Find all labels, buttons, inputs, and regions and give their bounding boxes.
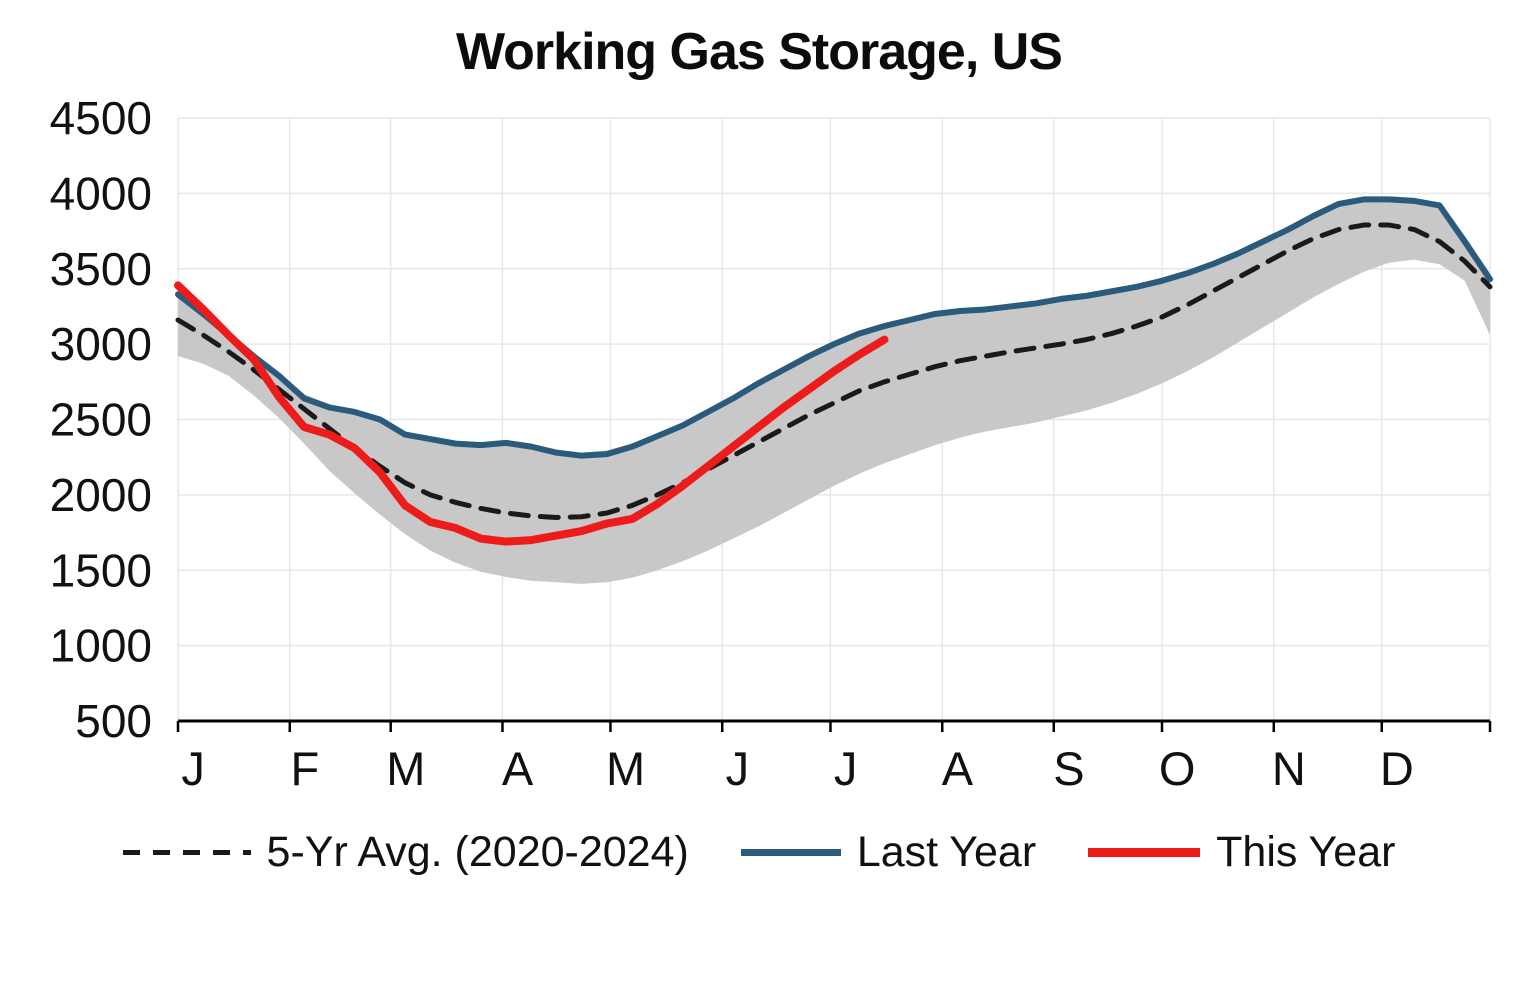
series-line-last-year [175,196,1493,459]
y-tick-label: 4000 [50,167,152,219]
legend-item-5yr-avg: 5-Yr Avg. (2020-2024) [122,828,689,877]
y-tick-label: 3000 [50,318,152,370]
x-tick-label: M [386,742,425,795]
y-tick-label: 4500 [50,92,152,144]
y-tick-label: 1500 [50,544,152,596]
legend-label-5yr-avg: 5-Yr Avg. (2020-2024) [266,828,689,876]
legend-label-last-year: Last Year [856,828,1037,876]
x-tick-label: J [834,742,858,795]
y-tick-label: 2000 [50,469,152,521]
y-tick-label: 500 [75,695,152,747]
legend-item-this-year: This Year [1088,828,1395,877]
chart-svg: 500 1000 1500 2000 2500 3000 3500 4000 4500 J F M A M… [50,92,1493,795]
y-tick-label: 2500 [50,394,152,446]
chart-legend: 5-Yr Avg. (2020-2024) Last Year This Yea… [0,828,1518,877]
x-tick-label: J [181,742,205,795]
x-tick-label: N [1272,742,1306,795]
legend-label-this-year: This Year [1216,828,1396,876]
x-tick-label: A [502,742,534,795]
y-tick-label: 3500 [50,243,152,295]
x-tick-label: F [291,742,320,795]
x-tick-label: O [1159,742,1196,795]
x-tick-label: S [1053,742,1084,795]
legend-item-last-year: Last Year [740,828,1037,877]
legend-swatch-last-year [740,849,841,856]
chart-title: Working Gas Storage, US [456,23,1063,81]
series-line-this-year [174,281,889,546]
x-tick-label: A [942,742,974,795]
legend-swatch-this-year [1088,848,1201,857]
y-tick-label: 1000 [50,620,152,672]
band-five-year-range [178,197,1490,584]
x-tick-label: M [606,742,645,795]
x-tick-label: D [1380,742,1414,795]
x-tick-label: J [726,742,750,795]
legend-swatch-5yr-avg [122,850,251,855]
series-line-five-yr-avg [175,222,1493,520]
